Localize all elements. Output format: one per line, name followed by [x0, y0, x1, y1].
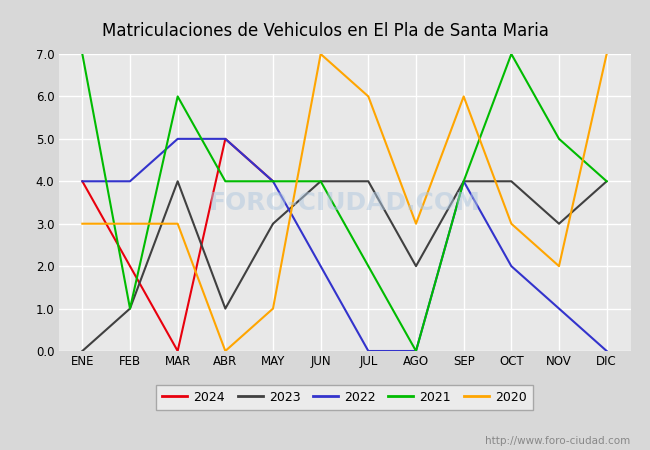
Legend: 2024, 2023, 2022, 2021, 2020: 2024, 2023, 2022, 2021, 2020	[156, 385, 533, 410]
Text: FORO-CIUDAD.COM: FORO-CIUDAD.COM	[209, 190, 480, 215]
Text: Matriculaciones de Vehiculos en El Pla de Santa Maria: Matriculaciones de Vehiculos en El Pla d…	[101, 22, 549, 40]
Text: http://www.foro-ciudad.com: http://www.foro-ciudad.com	[486, 436, 630, 446]
